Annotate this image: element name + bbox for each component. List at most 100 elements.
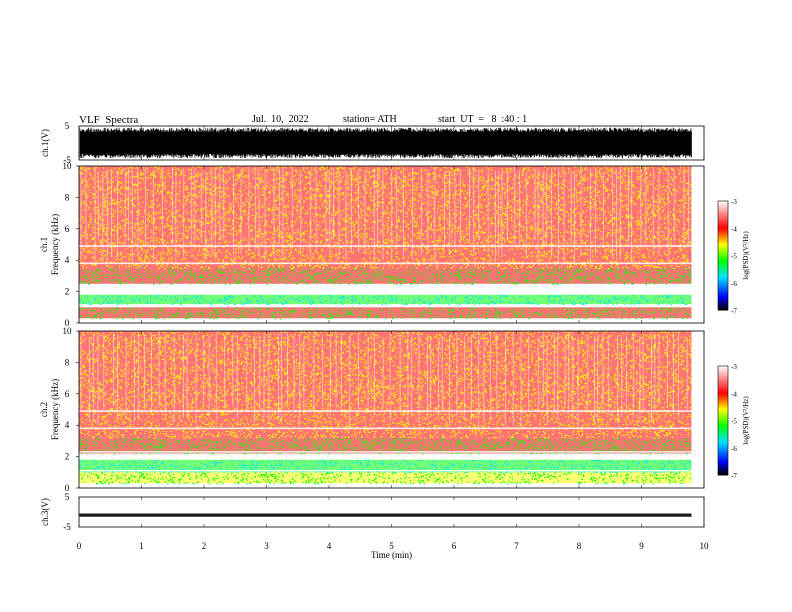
ch1-ytick-0: 0 xyxy=(65,318,70,328)
ch2-colorbar-seg xyxy=(718,440,728,443)
gap-3 xyxy=(79,451,692,453)
ch1-colorbar-seg xyxy=(718,308,728,311)
ch2-colorbar-seg xyxy=(718,378,728,382)
ch1-colorbar-seg xyxy=(718,246,728,249)
ch1-colorbar-seg xyxy=(718,222,728,226)
ch2-colorbar-seg xyxy=(718,396,728,400)
ch2-colorbar-seg xyxy=(718,398,728,402)
xtick-label-6: 6 xyxy=(452,541,457,551)
ch1-colorbar-seg xyxy=(718,219,728,222)
ch2-colorbar-seg xyxy=(718,375,728,378)
ch2-colorbar xyxy=(717,365,729,476)
striations xyxy=(80,331,688,429)
ch1-colorbar-seg xyxy=(718,217,728,220)
ch2-colorbar-seg xyxy=(718,451,728,454)
xtick-label-7: 7 xyxy=(514,541,519,551)
ch1-colorbar-seg xyxy=(718,306,728,309)
band-1-speckle xyxy=(79,294,692,306)
ch2-colorbar-seg xyxy=(718,387,728,391)
band-0-speckle xyxy=(80,472,692,485)
ch2-ytick-4: 4 xyxy=(65,420,70,430)
xtick-label-4: 4 xyxy=(327,541,332,551)
ch2-colorbar-seg xyxy=(718,471,728,474)
xtick-label-0: 0 xyxy=(77,541,82,551)
ch2-colorbar-seg xyxy=(718,402,728,405)
ch1-colorbar-tick--5: -5 xyxy=(731,253,737,261)
gap-4 xyxy=(79,262,692,265)
ch1-colorbar-seg xyxy=(718,251,728,255)
gap-5 xyxy=(79,245,692,247)
ch2-colorbar-seg xyxy=(718,389,728,392)
header-date: Jul. 10, 2022 xyxy=(252,114,309,125)
ch1-colorbar-seg xyxy=(718,204,728,207)
ch2-colorbar-seg xyxy=(718,467,728,471)
xtick-label-10: 10 xyxy=(700,541,710,551)
ch2-colorbar-seg xyxy=(718,427,728,431)
ch1-colorbar-seg xyxy=(718,277,728,280)
gap-3 xyxy=(79,286,692,288)
ch2-ytick-2: 2 xyxy=(65,452,70,462)
ch2-colorbar-seg xyxy=(718,445,728,449)
ch2-colorbar-seg xyxy=(718,393,728,396)
ch2-colorbar-tick--5: -5 xyxy=(731,418,737,426)
ch2-colorbar-seg xyxy=(718,418,728,421)
gap-0 xyxy=(79,319,692,322)
ch2-colorbar-seg xyxy=(718,407,728,411)
ch1-colorbar-seg xyxy=(718,244,728,247)
band-4 xyxy=(79,331,692,394)
ch1-ytick-top: 5 xyxy=(65,121,70,131)
ch1-channel-label: ch.1 xyxy=(39,237,49,252)
ch1-colorbar-seg xyxy=(718,268,728,271)
ch2-colorbar-seg xyxy=(718,460,728,463)
ch1-colorbar-seg xyxy=(718,257,728,260)
ch2-colorbar-seg xyxy=(718,422,728,425)
ch1-colorbar-tick--4: -4 xyxy=(731,225,737,233)
ch1-colorbar-seg xyxy=(718,262,728,266)
ch1-ytick-bottom: -5 xyxy=(63,155,71,165)
xtick-label-8: 8 xyxy=(577,541,582,551)
ch3-ytick-bottom: -5 xyxy=(63,522,71,532)
ch2-colorbar-seg xyxy=(718,400,728,403)
frames-layer xyxy=(76,125,729,528)
band-1 xyxy=(79,294,692,305)
ch2-colorbar-seg xyxy=(718,371,728,374)
ch2-spectrogram xyxy=(79,331,692,487)
ch1-colorbar-seg xyxy=(718,271,728,275)
ch2-colorbar-seg xyxy=(718,465,728,469)
ch2-colorbar-seg xyxy=(718,453,728,456)
ch2-colorbar-seg xyxy=(718,404,728,407)
xaxis-label: Time (min) xyxy=(371,550,412,560)
ch1-ylabel: Frequency (kHz) xyxy=(50,214,60,275)
header-start-ut: start UT = 8 :40 : 1 xyxy=(438,114,528,125)
gap-4 xyxy=(79,427,692,430)
ch2-colorbar-seg xyxy=(718,395,728,398)
ch2-colorbar-seg xyxy=(718,373,728,376)
ch1-colorbar-seg xyxy=(718,280,728,284)
ch1-colorbar-seg xyxy=(718,297,728,300)
ch1-colorbar-tick--6: -6 xyxy=(731,280,737,288)
ch1-colorbar-tick--3: -3 xyxy=(731,198,737,206)
ch1-colorbar-seg xyxy=(718,273,728,276)
ch1-colorbar-seg xyxy=(718,224,728,227)
ch1-colorbar-seg xyxy=(718,235,728,238)
band-0-speckle xyxy=(79,307,692,320)
ch1-ytick-2: 2 xyxy=(65,287,70,297)
ch2-colorbar-seg xyxy=(718,369,728,372)
ch1-colorbar-tick--7: -7 xyxy=(731,307,737,315)
ch1-colorbar-seg xyxy=(718,299,728,302)
ch2-ytick-0: 0 xyxy=(65,483,70,493)
xtick-label-2: 2 xyxy=(202,541,207,551)
ch1-spectrogram xyxy=(79,166,692,322)
header-station: station= ATH xyxy=(343,114,397,125)
ch1-colorbar-seg xyxy=(718,279,728,282)
gap-2 xyxy=(79,289,692,291)
ch1-colorbar-seg xyxy=(718,201,728,204)
ch1-colorbar-seg xyxy=(718,250,728,253)
ch1-colorbar-seg xyxy=(718,270,728,273)
ch1-colorbar-seg xyxy=(718,253,728,256)
ch3-ytick-top: 5 xyxy=(65,492,70,502)
ch1-ytick-4: 4 xyxy=(65,255,70,265)
ch1-colorbar-seg xyxy=(718,248,728,251)
ch1-colorbar-seg xyxy=(718,240,728,244)
